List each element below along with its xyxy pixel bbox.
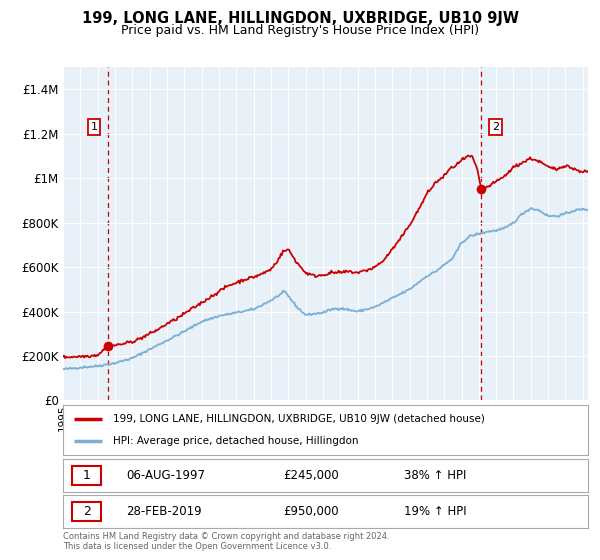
Text: 2: 2 bbox=[83, 505, 91, 518]
Text: 19% ↑ HPI: 19% ↑ HPI bbox=[404, 505, 467, 518]
Text: 1: 1 bbox=[83, 469, 91, 482]
Text: 199, LONG LANE, HILLINGDON, UXBRIDGE, UB10 9JW: 199, LONG LANE, HILLINGDON, UXBRIDGE, UB… bbox=[82, 11, 518, 26]
FancyBboxPatch shape bbox=[73, 466, 101, 485]
Text: Price paid vs. HM Land Registry's House Price Index (HPI): Price paid vs. HM Land Registry's House … bbox=[121, 24, 479, 36]
FancyBboxPatch shape bbox=[73, 502, 101, 521]
Text: 1: 1 bbox=[91, 122, 98, 132]
Text: HPI: Average price, detached house, Hillingdon: HPI: Average price, detached house, Hill… bbox=[113, 436, 358, 446]
Text: £950,000: £950,000 bbox=[284, 505, 339, 518]
Text: £245,000: £245,000 bbox=[284, 469, 339, 482]
Text: 38% ↑ HPI: 38% ↑ HPI bbox=[404, 469, 467, 482]
Text: Contains HM Land Registry data © Crown copyright and database right 2024.: Contains HM Land Registry data © Crown c… bbox=[63, 532, 389, 541]
Text: This data is licensed under the Open Government Licence v3.0.: This data is licensed under the Open Gov… bbox=[63, 542, 331, 551]
Text: 2: 2 bbox=[492, 122, 499, 132]
Text: 06-AUG-1997: 06-AUG-1997 bbox=[126, 469, 205, 482]
Text: 28-FEB-2019: 28-FEB-2019 bbox=[126, 505, 202, 518]
Text: 199, LONG LANE, HILLINGDON, UXBRIDGE, UB10 9JW (detached house): 199, LONG LANE, HILLINGDON, UXBRIDGE, UB… bbox=[113, 414, 485, 424]
